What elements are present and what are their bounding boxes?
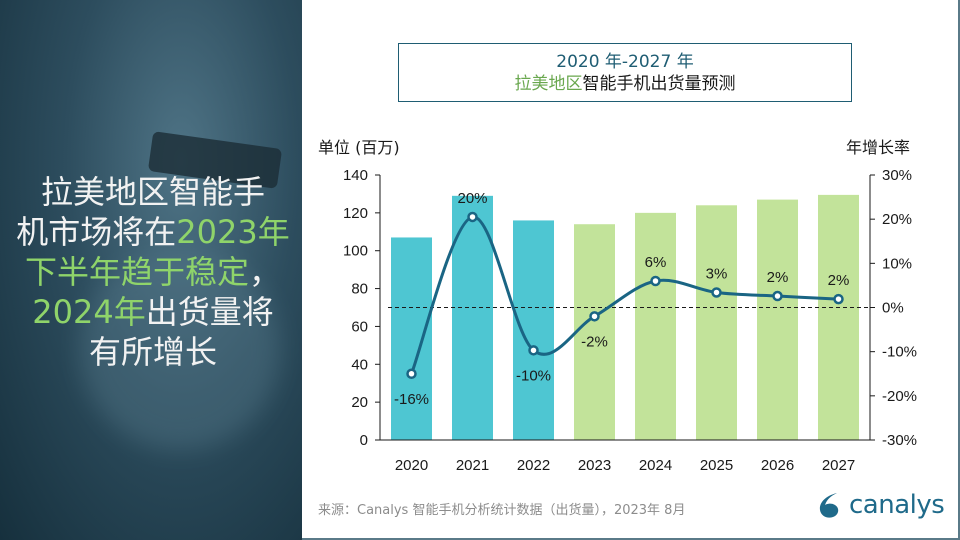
growth-point-2027 [833,293,844,305]
y2-tick-label: -20% [882,388,917,405]
bar-2027 [818,194,859,440]
y-tick-label: 0 [360,432,368,449]
y2-axis-label: 年增长率 [846,138,911,157]
growth-data-label: -10% [516,367,551,384]
growth-point-2023 [589,311,600,322]
chart-title: 2020 年-2027 年 拉美地区智能手机出货量预测 [398,43,852,102]
y-tick-label: 40 [351,356,368,373]
x-tick-label: 2023 [578,457,611,474]
x-tick-label: 2025 [700,457,733,474]
y-axis-label: 单位 (百万) [318,138,400,157]
x-tick-label: 2022 [517,457,550,474]
headline-part: ， [249,253,282,291]
bar-2024 [635,212,676,440]
growth-data-label: -2% [581,333,608,350]
headline-part: 出货量将 [145,293,274,331]
canalys-logo: canalys [815,490,945,520]
hero-photo-panel: 拉美地区智能手 机市场将在2023年 下半年趋于稳定， 2024年出货量将 有所… [0,0,302,540]
x-tick-label: 2024 [639,457,672,474]
canalys-logo-icon [819,493,839,518]
growth-data-label: 2% [767,269,789,286]
bar-2022 [513,220,554,440]
growth-data-label: 6% [645,254,667,271]
chart-title-line2: 拉美地区智能手机出货量预测 [399,73,851,95]
frame-border [958,0,960,540]
y2-tick-label: 0% [882,300,904,317]
y2-tick-label: -30% [882,432,917,449]
y-tick-label: 120 [343,205,368,222]
growth-data-label: 20% [457,190,487,207]
headline-part: 机市场将在 [16,213,177,251]
frame-border [302,538,960,540]
chart-title-line1: 2020 年-2027 年 [556,52,694,72]
growth-data-label: 2% [828,272,850,289]
headline-part: 下半年趋于稳定 [24,253,249,291]
bar-2023 [574,224,615,440]
x-tick-label: 2020 [395,457,428,474]
y2-tick-label: -10% [882,344,917,361]
growth-data-label: 3% [706,265,728,282]
y-tick-label: 20 [351,394,368,411]
x-tick-label: 2021 [456,457,489,474]
growth-point-2020 [406,368,417,379]
headline-part: 2024年 [32,293,146,331]
headline-part: 有所增长 [88,333,217,371]
y2-tick-label: 30% [882,167,912,184]
chart-title-subject: 智能手机出货量预测 [582,74,736,94]
y-tick-label: 60 [351,318,368,335]
growth-point-2022 [528,345,539,356]
growth-point-2026 [772,290,783,302]
chart-title-region: 拉美地区 [514,74,583,94]
headline-part: 2023年 [176,213,290,251]
headline-part: 拉美地区智能手 [40,173,265,211]
bar-2020 [391,237,432,440]
bar-2021 [452,195,493,440]
x-tick-label: 2027 [822,457,855,474]
y2-tick-label: 20% [882,211,912,228]
growth-point-2024 [650,275,661,287]
x-tick-label: 2026 [761,457,794,474]
growth-point-2025 [711,287,722,298]
bar-2025 [696,205,737,440]
y2-tick-label: 10% [882,255,912,272]
growth-point-2021 [467,211,478,223]
headline: 拉美地区智能手 机市场将在2023年 下半年趋于稳定， 2024年出货量将 有所… [8,172,298,372]
y-tick-label: 140 [343,167,368,184]
source-note: 来源：Canalys 智能手机分析统计数据（出货量），2023年 8月 [318,503,686,518]
bar-2026 [757,199,798,440]
y-tick-label: 80 [351,281,368,298]
canalys-logo-text: canalys [849,490,945,520]
growth-data-label: -16% [394,391,429,408]
hand-image [80,250,280,450]
y-tick-label: 100 [343,243,368,260]
